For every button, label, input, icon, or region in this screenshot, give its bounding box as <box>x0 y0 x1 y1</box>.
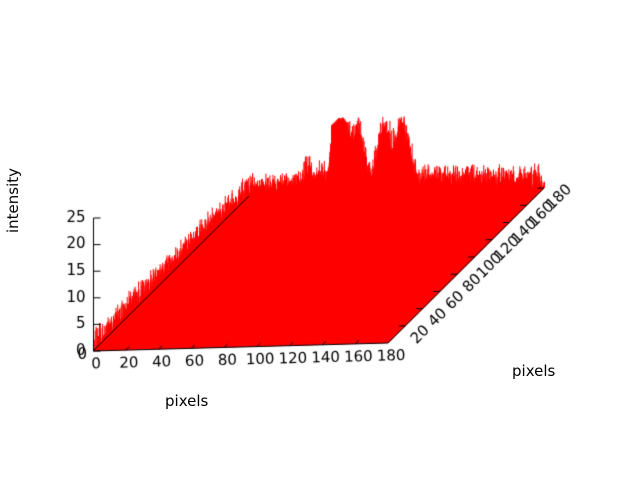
x-axis-title: pixels <box>165 392 209 410</box>
z-axis-title: intensity <box>4 168 22 234</box>
y-axis-title: pixels <box>512 362 556 380</box>
